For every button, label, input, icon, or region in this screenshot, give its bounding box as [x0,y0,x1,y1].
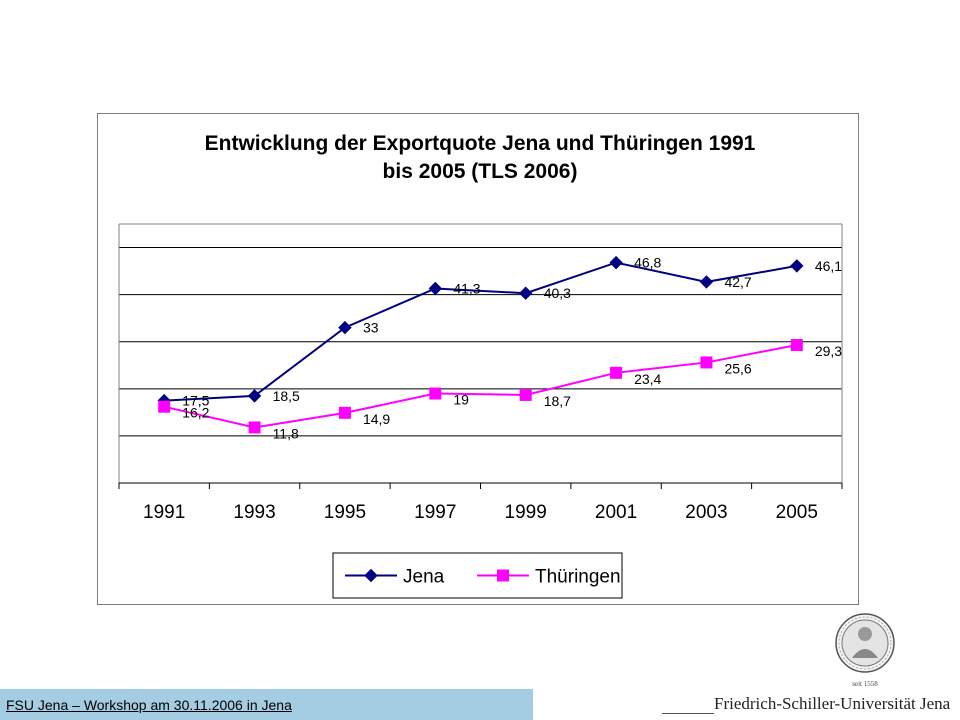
university-name: Friedrich-Schiller-Universität Jena [714,694,951,713]
data-point-thringen [429,387,442,400]
data-point-thringen [338,406,351,419]
series-line-thringen [163,344,798,429]
x-tick-label: 2005 [776,502,818,523]
x-tick-label: 2001 [595,502,637,523]
legend-label: Jena [403,567,445,588]
data-point-jena [364,568,378,583]
data-point-thringen [790,339,803,352]
data-label: 46,8 [634,255,661,271]
data-label: 18,7 [544,393,571,409]
data-point-thringen [610,366,623,379]
x-tick-label: 1991 [143,502,185,523]
data-label: 23,4 [634,371,661,387]
chart-frame [97,113,859,605]
footer-text[interactable]: FSU Jena – Workshop am 30.11.2006 in Jen… [6,697,292,713]
data-label: 11,8 [273,425,299,441]
seal-caption: seit 1558 [852,680,878,688]
x-tick-label: 1993 [233,502,275,523]
data-point-jena [247,389,262,403]
data-label: 40,3 [544,285,571,301]
data-label: 33 [363,320,379,336]
data-label: 16,2 [182,405,209,421]
legend-label: Thüringen [535,567,621,588]
data-label: 14,9 [363,411,390,427]
data-point-thringen [700,356,713,369]
data-point-jena [609,255,623,270]
data-point-jena [790,259,804,273]
data-label: 46,1 [815,258,842,274]
data-point-jena [428,281,443,296]
data-label: 41,3 [453,281,480,297]
data-point-thringen [497,569,509,582]
data-point-jena [338,320,352,335]
series-line-jena [164,261,797,402]
data-point-thringen [158,400,171,413]
data-label: 17,5 [182,393,209,409]
x-tick-label: 1999 [505,502,547,523]
data-point-jena [518,286,533,300]
x-tick-label: 1995 [324,502,366,523]
data-label: 42,7 [724,274,751,290]
data-label: 25,6 [724,360,751,376]
university-seal-icon [835,613,895,673]
university-rule [662,713,714,714]
data-point-thringen [248,421,261,434]
data-label: 19 [453,392,469,408]
chart-title-line-2: bis 2005 (TLS 2006) [382,160,578,183]
x-tick-label: 2003 [685,502,727,523]
data-point-thringen [519,388,532,401]
footer-bar: FSU Jena – Workshop am 30.11.2006 in Jen… [0,689,533,720]
data-label: 29,3 [815,343,842,359]
x-tick-label: 1997 [414,502,456,523]
data-point-jena [699,275,714,289]
data-label: 18,5 [273,388,300,404]
chart-title-line-1: Entwicklung der Exportquote Jena und Thü… [204,132,756,155]
